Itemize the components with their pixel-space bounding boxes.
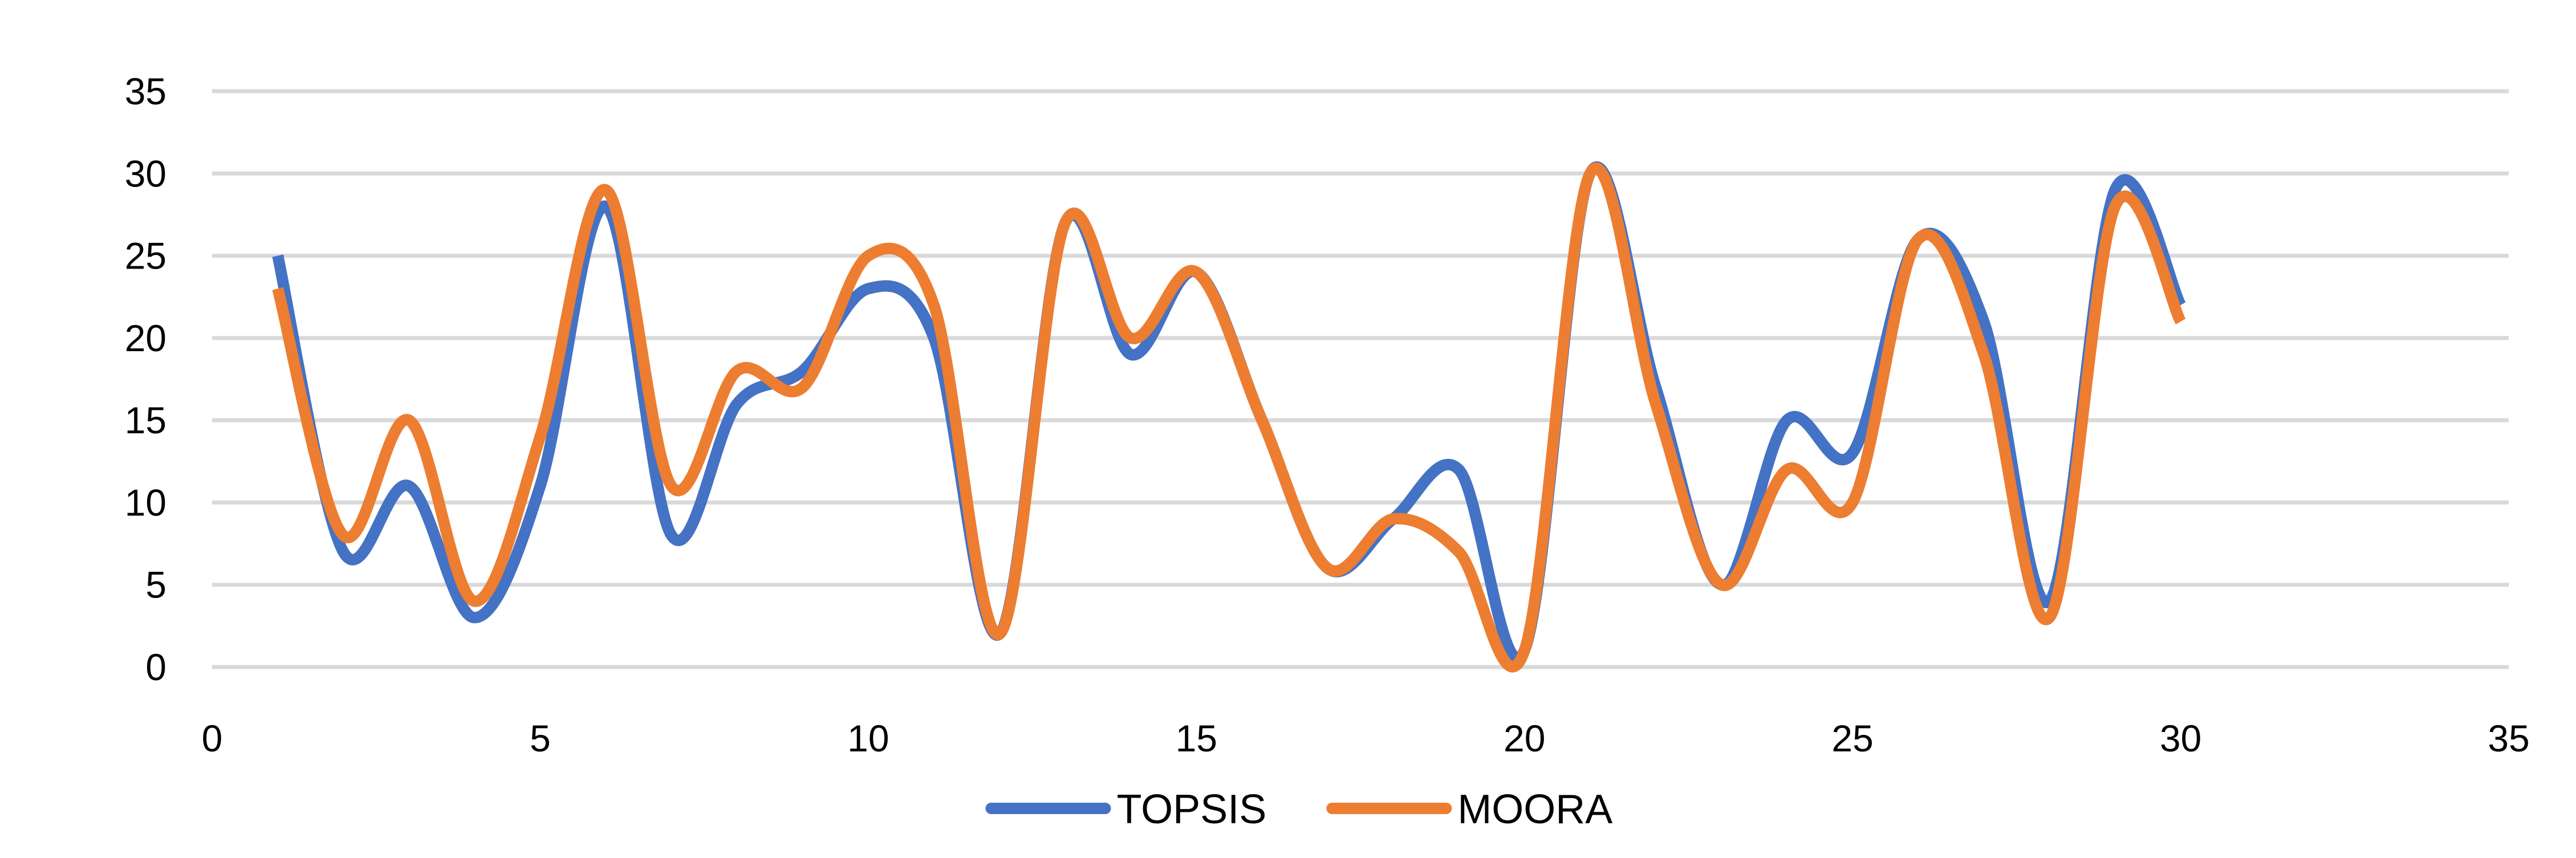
x-tick-label: 30 [2160,717,2201,759]
y-tick-label: 5 [145,564,166,606]
y-tick-label: 25 [125,235,166,277]
x-axis-ticks: 0 5 10 15 20 25 30 35 [202,717,2530,759]
y-axis-ticks: 0 5 10 15 20 25 30 35 [125,70,166,688]
x-tick-label: 5 [530,717,551,759]
y-tick-label: 0 [145,646,166,688]
x-tick-label: 0 [202,717,223,759]
series-line-moora [272,162,2186,673]
x-tick-label: 15 [1176,717,1217,759]
x-tick-label: 25 [1831,717,1873,759]
y-tick-label: 30 [125,152,166,194]
plot-series [272,161,2186,673]
legend-label-topsis: TOPSIS [1116,787,1266,832]
x-tick-label: 20 [1504,717,1545,759]
y-tick-label: 10 [125,481,166,523]
y-tick-label: 20 [125,317,166,359]
gridlines [212,89,2509,669]
x-tick-label: 35 [2488,717,2529,759]
legend-label-moora: MOORA [1457,787,1612,832]
y-tick-label: 15 [125,399,166,441]
legend: TOPSIS MOORA [985,787,1612,832]
x-tick-label: 10 [847,717,889,759]
y-tick-label: 35 [125,70,166,112]
